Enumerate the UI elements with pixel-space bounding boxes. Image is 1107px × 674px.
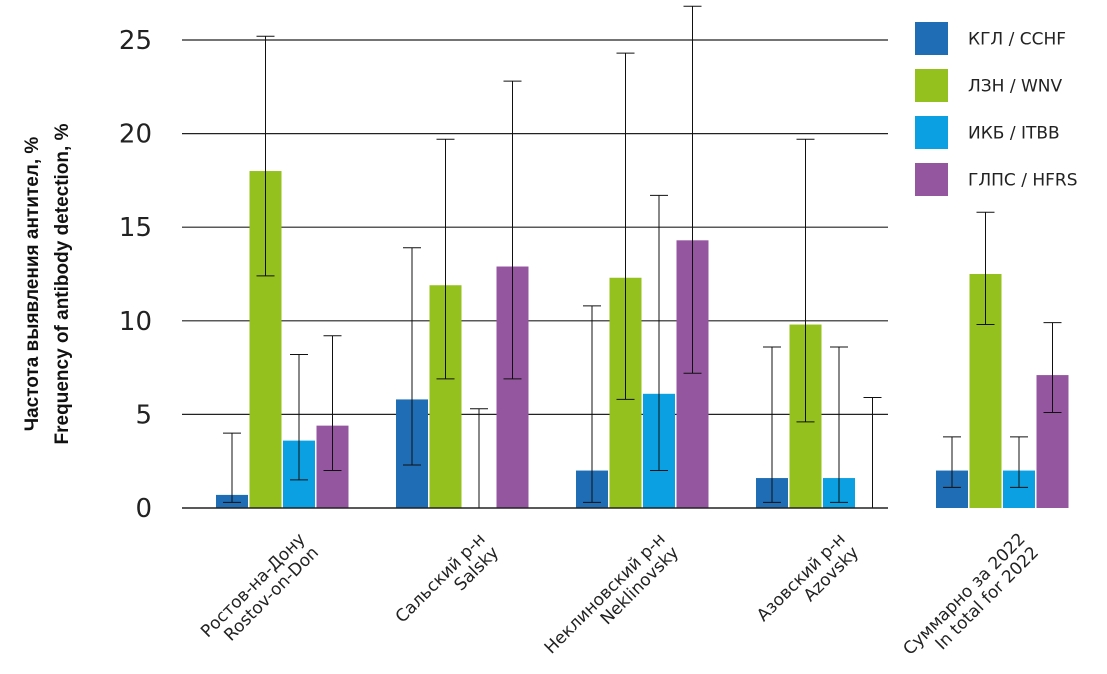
y-tick-label: 10 (119, 307, 152, 337)
y-tick-label: 15 (119, 213, 152, 243)
legend-label: ГЛПС / HFRS (968, 171, 1078, 191)
y-tick-label: 0 (135, 494, 152, 524)
y-axis-title: Frequency of antibody detection, % (52, 123, 73, 444)
legend: КГЛ / CCHF ЛЗН / WNV ИКБ / ITBB ГЛПС / HFRS (915, 22, 1078, 196)
gridlines (182, 39, 888, 415)
y-tick-label: 20 (119, 120, 152, 150)
legend-label: ИКБ / ITBB (968, 124, 1060, 144)
legend-swatch (915, 116, 948, 149)
x-tick-label-line: Суммарно за 2022 (900, 529, 1030, 659)
legend-label: КГЛ / CCHF (968, 30, 1066, 50)
legend-swatch (915, 163, 948, 196)
legend-swatch (915, 69, 948, 102)
legend-label: ЛЗН / WNV (968, 77, 1063, 97)
error-bars (223, 5, 1062, 509)
axes: 0 5 10 15 20 25 Частота выявления антител, % Fr… (22, 26, 1043, 659)
legend-swatch (915, 22, 948, 55)
y-tick-label: 25 (119, 26, 152, 56)
y-tick-label: 5 (135, 400, 152, 430)
y-axis-title: Частота выявления антител, % (22, 137, 43, 432)
bars (216, 171, 1069, 509)
x-tick-label-line: Неклиновский р-н (541, 529, 670, 658)
